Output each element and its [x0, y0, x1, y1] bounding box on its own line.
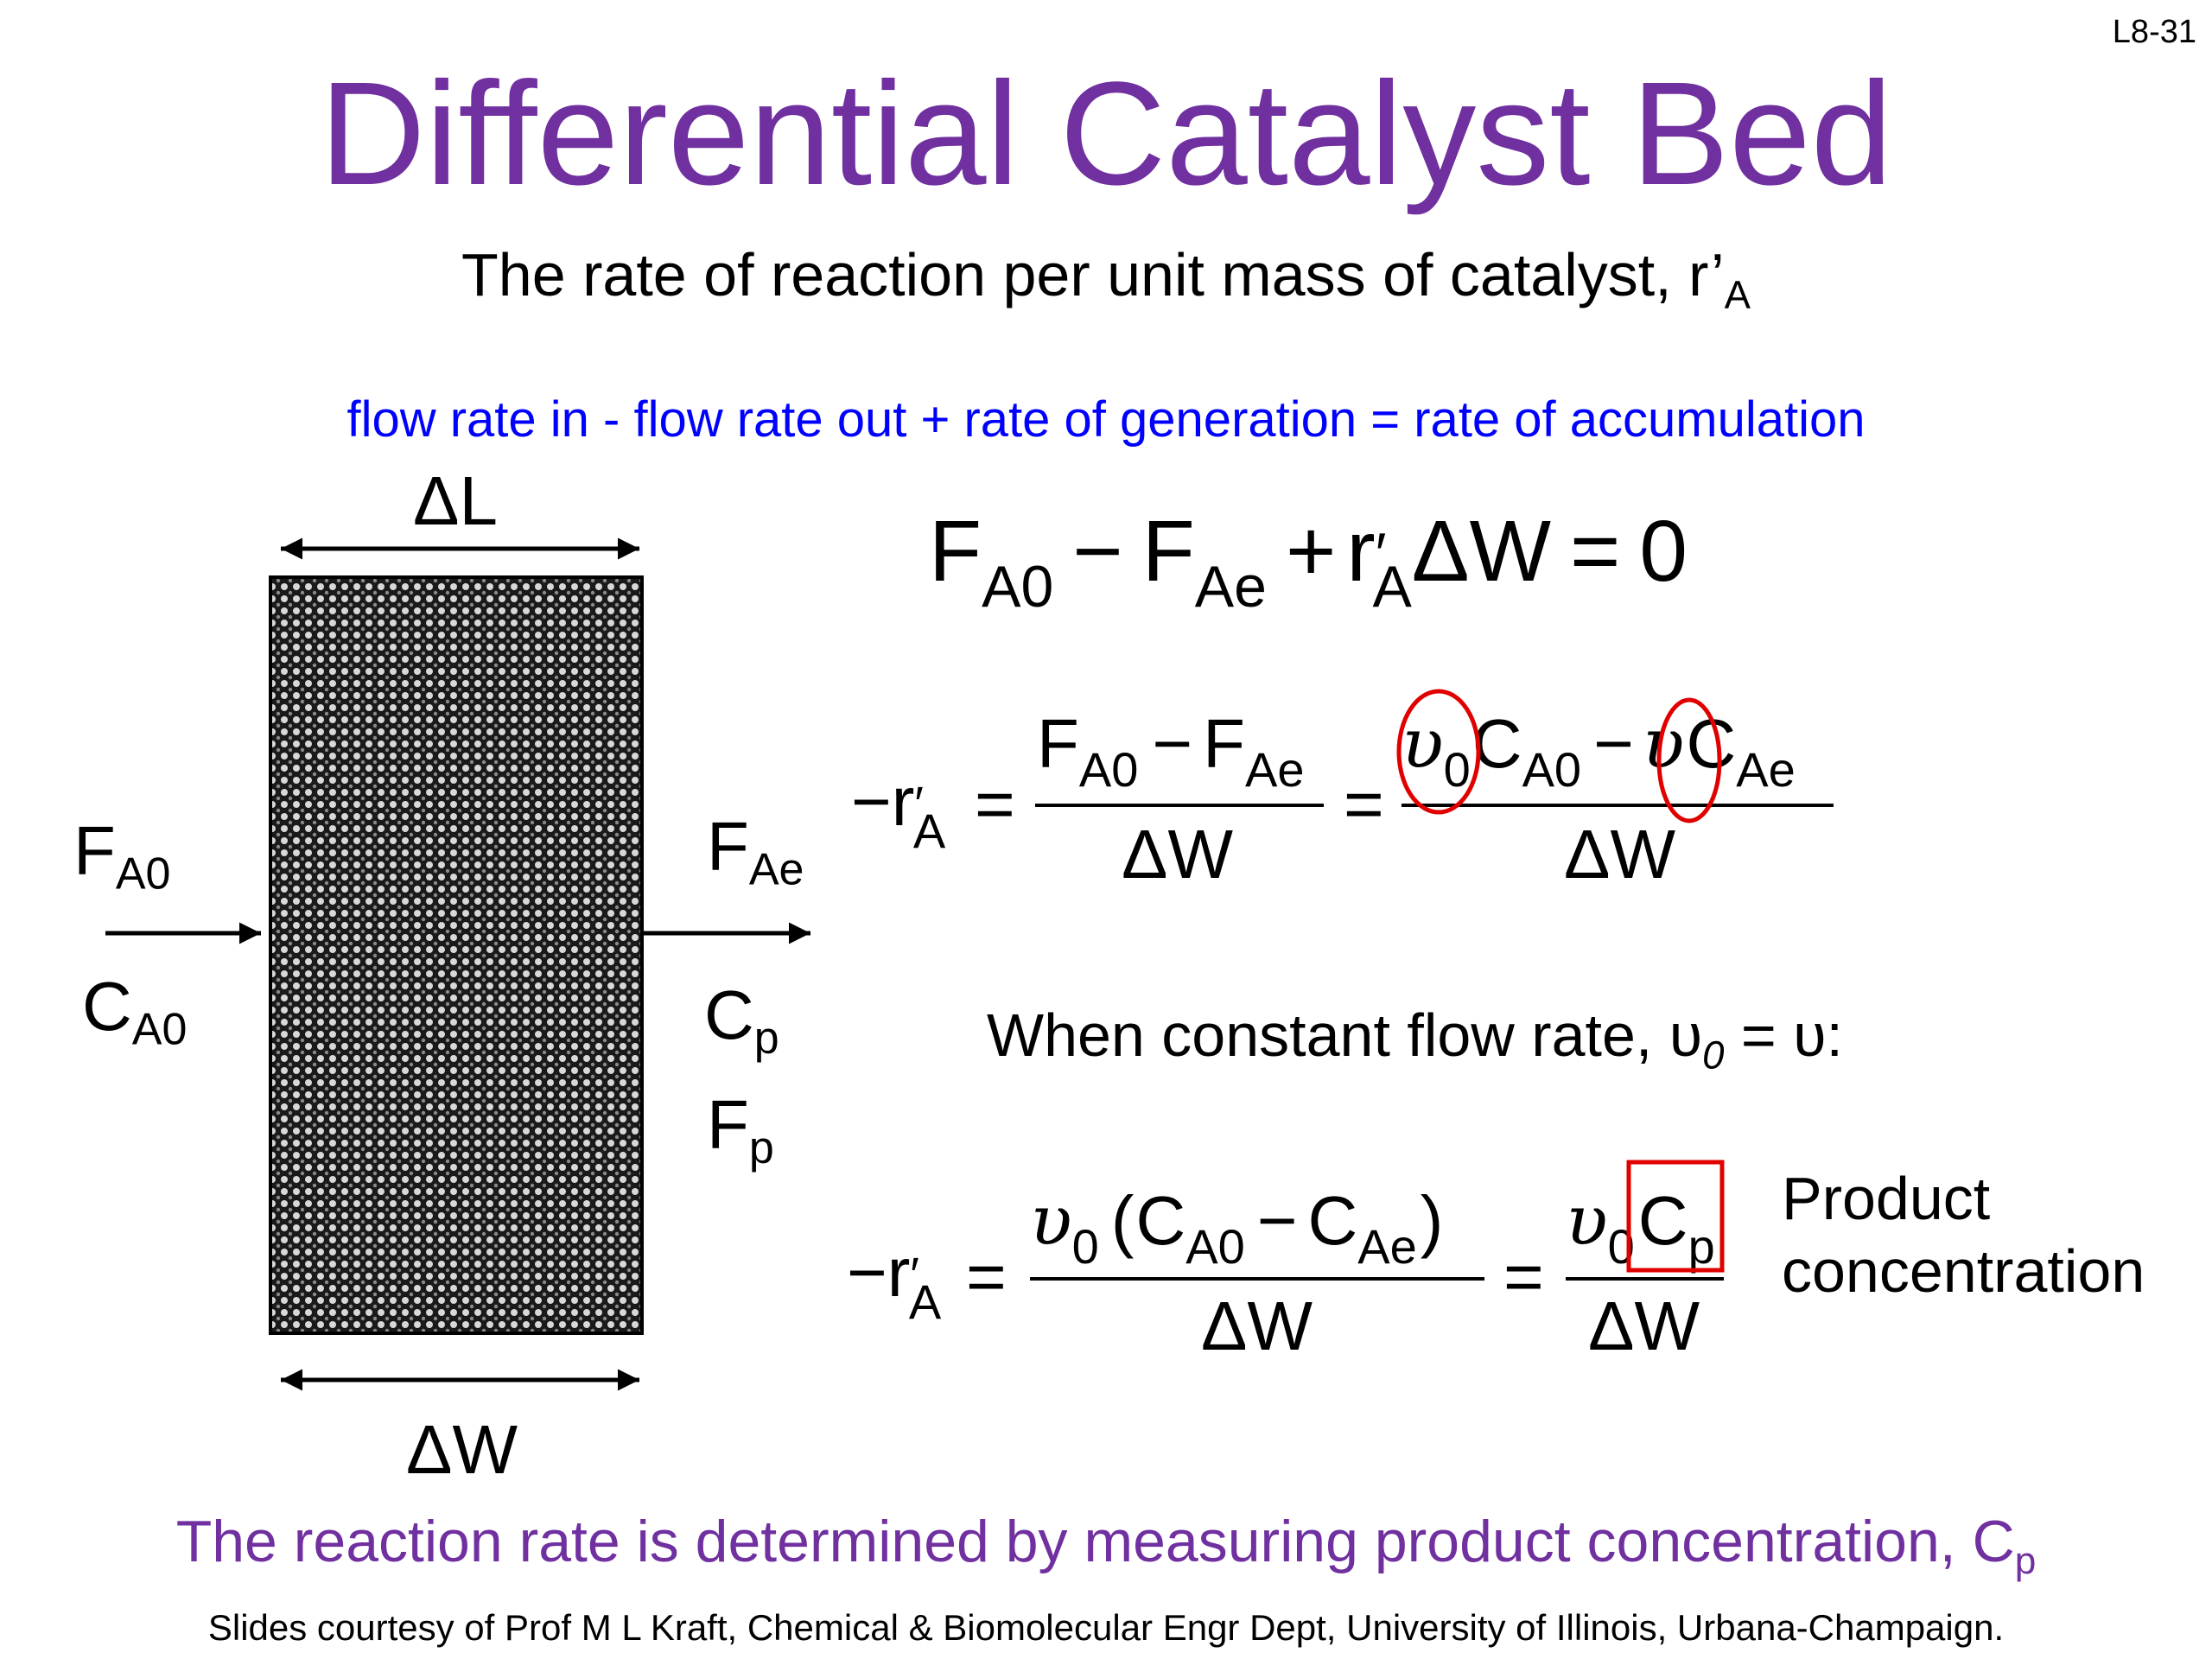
eq2-numerator2: υ0CA0− υCAe [1402, 703, 1796, 797]
outlet-c-sub: p [753, 1013, 779, 1064]
eq3-c1: C [1135, 1182, 1185, 1259]
eq2-prime: ′ [914, 776, 924, 830]
eq2-nu0-sub: 0 [1444, 742, 1471, 797]
eq2-lhs: −r′ A [851, 763, 946, 858]
eq3-equals2: = [1503, 1238, 1544, 1315]
outlet-fp: F [707, 1086, 749, 1163]
eq1-a: A [1372, 554, 1412, 620]
constant-flow-statement: When constant flow rate, υ0 = υ: [987, 1001, 1843, 1078]
eq1-a0: A0 [982, 554, 1053, 620]
outlet-fp-sub: p [748, 1122, 774, 1173]
conclusion: The reaction rate is determined by measu… [0, 1508, 2212, 1583]
eq3-numerator2: υ0Cp [1566, 1180, 1715, 1274]
eq2-den1: ΔW [1122, 816, 1233, 893]
equation-mole-balance: FA0− FAe + r′AΔW = 0 [929, 503, 1688, 620]
eq3-nu0b: υ [1566, 1180, 1608, 1261]
eq3-nu0: υ [1030, 1180, 1072, 1261]
eq1-dw: ΔW [1412, 503, 1552, 600]
eq3-cp-p: p [1688, 1219, 1715, 1274]
outlet-molar-flow-label: FAe [707, 812, 804, 893]
subtitle-sub: A [1724, 272, 1751, 317]
eq3-lhs: −r′ A [847, 1234, 942, 1329]
outlet-concentration-label: Cp [704, 981, 779, 1061]
eq3-lparen: ( [1111, 1182, 1135, 1259]
delta-w-label: ΔW [406, 1411, 518, 1488]
eq2-minus2: − [1593, 705, 1634, 782]
equation-rate-constant-flow: −r′ A = υ0 (CA0− CAe) ΔW = υ0Cp ΔW [847, 1160, 1725, 1364]
conclusion-text: The reaction rate is determined by measu… [175, 1509, 2015, 1574]
eq2-f1: F [1037, 705, 1079, 782]
when-text: When constant flow rate, υ [987, 1001, 1703, 1069]
equation-rate-definition: −r′ A = FA0− FAe ΔW = υ0CA0− υCAe ΔW [851, 689, 1834, 893]
eq3-den2: ΔW [1588, 1287, 1700, 1364]
eq2-ae: Ae [1245, 742, 1305, 797]
eq3-numerator1: υ0 (CA0− CAe) [1030, 1180, 1443, 1274]
conclusion-sub: p [2014, 1540, 2037, 1583]
inlet-f: F [73, 812, 116, 889]
eq2-ca0: A0 [1522, 742, 1582, 797]
slide-number: L8-31 [2112, 14, 2196, 50]
slide-subtitle: The rate of reaction per unit mass of ca… [0, 240, 2212, 318]
eq1-f2: F [1142, 503, 1195, 600]
eq3-prime: ′ [910, 1247, 919, 1301]
eq3-a: A [909, 1274, 942, 1329]
slide-title: Differential Catalyst Bed [319, 52, 1893, 216]
product-line1: Product [1782, 1165, 1991, 1232]
outlet-f: F [707, 808, 749, 885]
mole-balance-statement: flow rate in - flow rate out + rate of g… [346, 391, 1866, 448]
eq2-equals2: = [1344, 766, 1384, 842]
eq1-ae: Ae [1195, 554, 1267, 620]
eq3-r: −r [847, 1234, 910, 1311]
outlet-f-sub: Ae [748, 844, 804, 895]
eq2-a0: A0 [1079, 742, 1139, 797]
eq2-f2: F [1203, 705, 1245, 782]
eq3-nu0-sub: 0 [1072, 1219, 1099, 1274]
eq3-cp-c: C [1638, 1182, 1688, 1259]
eq3-c2: C [1307, 1182, 1357, 1259]
inlet-concentration-label: CA0 [82, 972, 187, 1052]
eq3-ae: Ae [1357, 1219, 1417, 1274]
highlight-circle-nu0 [1396, 689, 1481, 815]
catalyst-bed [269, 575, 644, 1335]
eq2-c1: C [1472, 705, 1522, 782]
eq2-cae: Ae [1736, 742, 1796, 797]
outlet-c: C [704, 976, 754, 1053]
eq3-minus: − [1257, 1182, 1298, 1259]
product-line2: concentration [1782, 1237, 2145, 1305]
eq3-den1: ΔW [1201, 1287, 1313, 1364]
eq3-equals1: = [966, 1238, 1007, 1315]
eq1-f1: F [929, 503, 982, 600]
highlight-circle-nu [1656, 697, 1722, 823]
delta-l-label: ΔL [413, 462, 498, 539]
eq1-r: r [1346, 503, 1375, 600]
subtitle-text: The rate of reaction per unit mass of ca… [461, 241, 1725, 308]
eq1-prime: ′ [1376, 521, 1387, 587]
eq3-a0: A0 [1185, 1219, 1245, 1274]
eq2-numerator1: FA0− FAe [1037, 705, 1304, 797]
eq2-a: A [913, 804, 946, 858]
eq1-zero: 0 [1639, 503, 1688, 600]
inlet-molar-flow-label: FA0 [73, 817, 170, 897]
eq2-equals1: = [975, 766, 1015, 842]
inlet-c-sub: A0 [131, 1004, 188, 1055]
eq2-minus1: − [1152, 705, 1192, 782]
eq1-minus: − [1072, 503, 1122, 600]
eq2-r: −r [851, 763, 914, 840]
eq2-nu: υ [1643, 703, 1685, 784]
eq2-den2: ΔW [1564, 816, 1675, 893]
eq1-equals: = [1570, 503, 1620, 600]
when-tail: = υ: [1724, 1001, 1843, 1069]
inlet-f-sub: A0 [115, 849, 171, 899]
eq3-rparen: ) [1421, 1182, 1444, 1259]
highlight-box-cp [1626, 1160, 1725, 1273]
eq1-plus: + [1286, 503, 1336, 600]
slide-credit: Slides courtesy of Prof M L Kraft, Chemi… [207, 1607, 2005, 1648]
when-sub: 0 [1702, 1033, 1725, 1077]
inlet-c: C [82, 968, 132, 1045]
outlet-product-flow-label: Fp [707, 1090, 774, 1171]
product-concentration-label: Product concentration [1782, 1162, 2145, 1307]
